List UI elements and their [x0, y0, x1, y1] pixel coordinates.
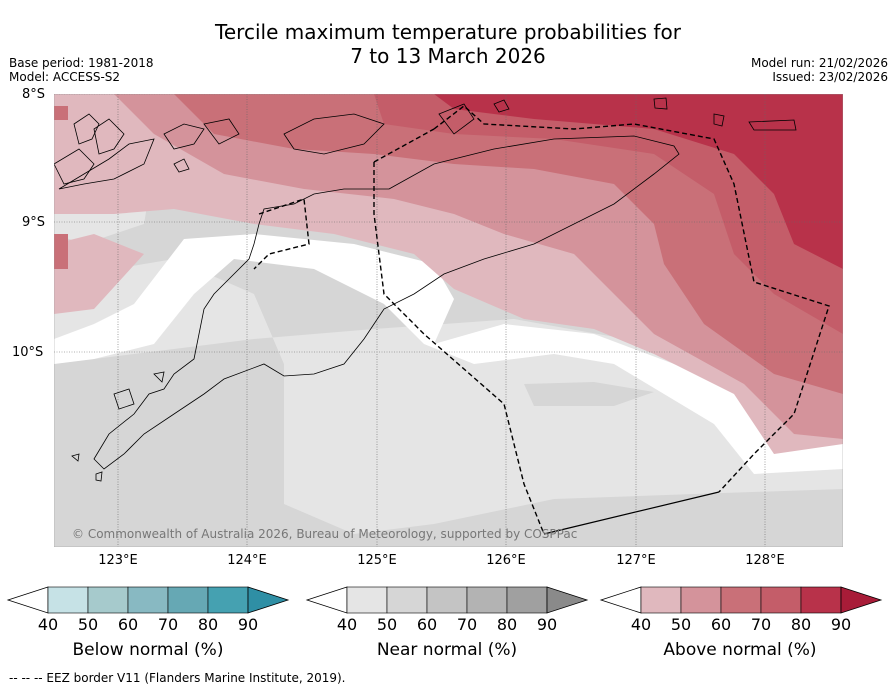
colorbar-segment	[426, 586, 468, 614]
colorbar-label-below: Below normal (%)	[72, 640, 224, 660]
colorbar-tick-label: 40	[37, 615, 59, 634]
colorbar-tick-label: 90	[830, 615, 852, 634]
colorbar-tick-label: 60	[117, 615, 139, 634]
colorbar-segment	[680, 586, 722, 614]
colorbar-under-triangle	[6, 586, 49, 614]
model-run: Model run: 21/02/2026	[750, 56, 888, 70]
colorbar-segment	[466, 586, 508, 614]
colorbar-tick-label: 60	[710, 615, 732, 634]
coastline	[54, 97, 797, 482]
near-normal-50-patch	[524, 382, 654, 406]
colorbar-segment	[87, 586, 129, 614]
colorbar-tick-label: 90	[536, 615, 558, 634]
lon-label-123e: 123°E	[98, 553, 138, 568]
meta-right: Model run: 21/02/2026 Issued: 23/02/2026	[751, 56, 888, 84]
colorbar-tick-label: 80	[197, 615, 219, 634]
colorbar-tick-label: 70	[750, 615, 772, 634]
colorbar-segment	[47, 586, 89, 614]
colorbar-above-normal	[599, 586, 883, 614]
colorbar-over-triangle	[546, 586, 589, 614]
colorbar-segment	[760, 586, 802, 614]
colorbar-segment	[506, 586, 548, 614]
above-normal-80-region	[434, 94, 843, 269]
lon-label-126e: 126°E	[486, 553, 526, 568]
colorbar-segment	[800, 586, 842, 614]
colorbar-label-near: Near normal (%)	[376, 640, 518, 660]
copyright-text: © Commonwealth of Australia 2026, Bureau…	[72, 527, 577, 541]
lon-label-125e: 125°E	[357, 553, 397, 568]
above-normal-60-region	[174, 94, 843, 394]
colorbar-segment	[720, 586, 762, 614]
colorbar-tick-label: 50	[376, 615, 398, 634]
colorbar-below-normal	[6, 586, 290, 614]
colorbar-over-triangle	[840, 586, 883, 614]
colorbar-tick-label: 90	[237, 615, 259, 634]
above-normal-60-edge	[54, 234, 68, 269]
white-band	[54, 234, 843, 474]
lat-label-9s: 9°S	[22, 215, 46, 230]
base-period: Base period: 1981-2018	[9, 56, 154, 70]
colorbar-over-triangle	[247, 586, 290, 614]
near-normal-40-region	[54, 259, 843, 534]
colorbar-tick-label: 50	[77, 615, 99, 634]
graticule	[54, 94, 843, 547]
colorbar-segment	[346, 586, 388, 614]
colorbar-segment	[207, 586, 249, 614]
map-title: Tercile maximum temperature probabilitie…	[0, 20, 896, 68]
colorbar-segment	[386, 586, 428, 614]
lon-label-128e: 128°E	[745, 553, 785, 568]
eez-border-solid	[543, 491, 720, 535]
lat-label-8s: 8°S	[22, 87, 46, 102]
title-line-2: 7 to 13 March 2026	[350, 44, 546, 68]
colorbar-tick-label: 70	[456, 615, 478, 634]
colorbar-tick-label: 40	[336, 615, 358, 634]
above-normal-60-patch	[54, 106, 68, 120]
model-name: Model: ACCESS-S2	[9, 70, 121, 84]
colorbar-tick-label: 80	[496, 615, 518, 634]
footnote: -- -- -- EEZ border V11 (Flanders Marine…	[9, 671, 346, 685]
colorbar-label-above: Above normal (%)	[663, 640, 817, 660]
lon-label-124e: 124°E	[227, 553, 267, 568]
issued-date: Issued: 23/02/2026	[772, 70, 888, 84]
meta-left: Base period: 1981-2018 Model: ACCESS-S2	[9, 56, 154, 84]
colorbar-tick-label: 60	[416, 615, 438, 634]
colorbar-under-triangle	[599, 586, 642, 614]
probability-map: © Commonwealth of Australia 2026, Bureau…	[54, 94, 843, 547]
colorbar-tick-label: 40	[630, 615, 652, 634]
lat-label-10s: 10°S	[12, 345, 44, 360]
colorbar-tick-label: 70	[157, 615, 179, 634]
colorbar-segment	[167, 586, 209, 614]
eez-border	[253, 105, 830, 535]
colorbar-tick-label: 50	[670, 615, 692, 634]
colorbar-under-triangle	[305, 586, 348, 614]
above-normal-70-region	[374, 94, 843, 334]
lon-label-127e: 127°E	[616, 553, 656, 568]
colorbar-tick-label: 80	[790, 615, 812, 634]
colorbar-segment	[640, 586, 682, 614]
title-line-1: Tercile maximum temperature probabilitie…	[215, 20, 681, 44]
colorbar-segment	[127, 586, 169, 614]
colorbar-near-normal	[305, 586, 589, 614]
colorbars	[6, 586, 883, 614]
above-normal-40-west	[54, 234, 144, 314]
